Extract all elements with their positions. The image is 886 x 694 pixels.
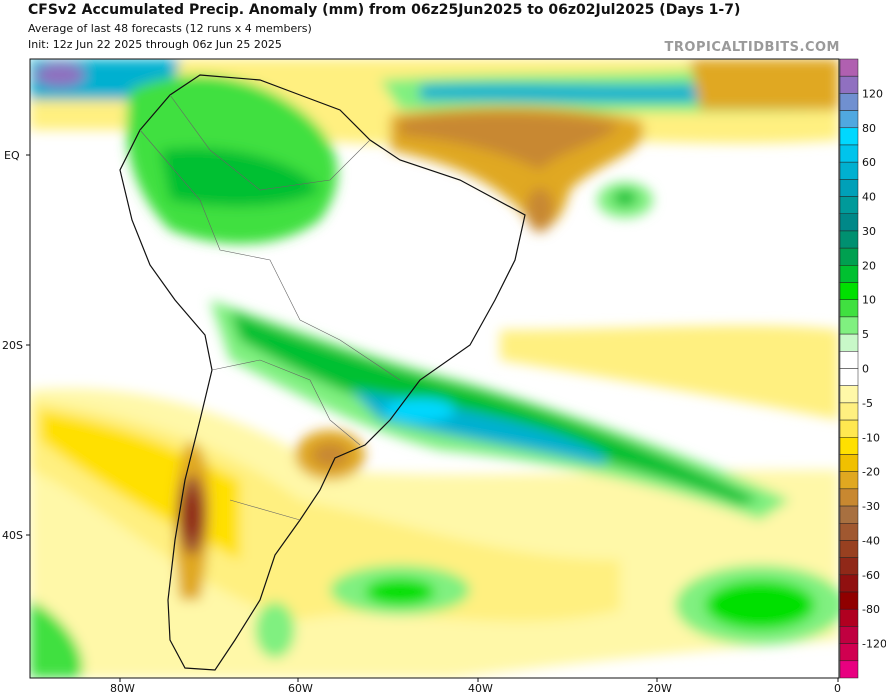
colorbar-swatch	[839, 58, 859, 77]
colorbar-swatch	[839, 626, 859, 644]
colorbar-swatch	[839, 351, 859, 369]
colorbar-swatch	[839, 161, 859, 180]
colorbar-label: -5	[862, 397, 873, 410]
colorbar-swatch	[839, 591, 859, 610]
colorbar: 120 80 60 40 30 20 10 5 0 -5 -10 -20 -30 -40 -60 -80 -12…	[839, 58, 886, 679]
colorbar-swatch	[839, 488, 859, 507]
colorbar-swatch	[839, 454, 859, 472]
colorbar-label: 40	[862, 191, 876, 204]
map-title: CFSv2 Accumulated Precip. Anomaly (mm) f…	[28, 2, 741, 18]
colorbar-label: -20	[862, 466, 880, 479]
colorbar-swatch	[839, 196, 859, 215]
colorbar-label: -10	[862, 431, 880, 444]
colorbar-swatch	[839, 557, 859, 576]
colorbar-label: 60	[862, 156, 876, 169]
colorbar-swatch	[839, 110, 859, 129]
colorbar-swatch	[839, 247, 859, 266]
colorbar-swatch	[839, 282, 859, 300]
colorbar-swatch	[839, 523, 859, 541]
colorbar-label: -30	[862, 500, 880, 513]
country-borders	[139, 94, 401, 521]
colorbar-swatch	[839, 75, 859, 94]
colorbar-label: -80	[862, 603, 880, 616]
colorbar-swatch	[839, 660, 859, 679]
lon-axis: 80W 60W 40W 20W 0	[110, 678, 841, 694]
colorbar-swatch	[839, 402, 859, 421]
lon-label: 60W	[288, 682, 313, 694]
lat-label: 20S	[2, 339, 23, 352]
colorbar-swatch	[839, 471, 859, 490]
colorbar-swatch	[839, 368, 859, 386]
colorbar-swatch	[839, 333, 859, 352]
colorbar-label: 0	[862, 363, 869, 376]
colorbar-swatch	[839, 505, 859, 524]
colorbar-swatch	[839, 230, 859, 249]
lat-label: EQ	[4, 149, 20, 162]
south-america-coastline	[119, 74, 526, 671]
colorbar-swatch	[839, 540, 859, 558]
colorbar-label: -60	[862, 569, 880, 582]
map-subtitle: Average of last 48 forecasts (12 runs x …	[28, 22, 312, 35]
lat-axis: EQ 20S 40S	[2, 149, 30, 542]
colorbar-label: -120	[862, 638, 886, 651]
colorbar-swatch	[839, 265, 859, 283]
colorbar-swatch	[839, 643, 859, 662]
colorbar-swatch	[839, 93, 859, 111]
watermark: TROPICALTIDBITS.COM	[664, 40, 840, 55]
lon-label: 40W	[468, 682, 493, 694]
lon-label: 20W	[647, 682, 672, 694]
init-info: Init: 12z Jun 22 2025 through 06z Jun 25…	[28, 38, 282, 51]
anomaly-field	[30, 59, 839, 678]
lat-label: 40S	[2, 529, 23, 542]
colorbar-swatch	[839, 608, 859, 627]
colorbar-label: 80	[862, 122, 876, 135]
colorbar-label: 30	[862, 225, 876, 238]
colorbar-swatch	[839, 213, 859, 232]
colorbar-label: 120	[862, 87, 883, 100]
colorbar-swatch	[839, 299, 859, 318]
colorbar-label: 5	[862, 328, 869, 341]
colorbar-swatch	[839, 179, 859, 197]
colorbar-label: 20	[862, 259, 876, 272]
lon-label: 0	[834, 682, 841, 694]
colorbar-swatch	[839, 144, 859, 163]
colorbar-label: 10	[862, 294, 876, 307]
colorbar-swatch	[839, 316, 859, 335]
colorbar-swatch	[839, 437, 859, 455]
colorbar-swatch	[839, 574, 859, 593]
colorbar-swatch	[839, 419, 859, 438]
lon-label: 80W	[110, 682, 135, 694]
colorbar-label: -40	[862, 534, 880, 547]
colorbar-swatch	[839, 385, 859, 404]
colorbar-swatch	[839, 127, 859, 146]
